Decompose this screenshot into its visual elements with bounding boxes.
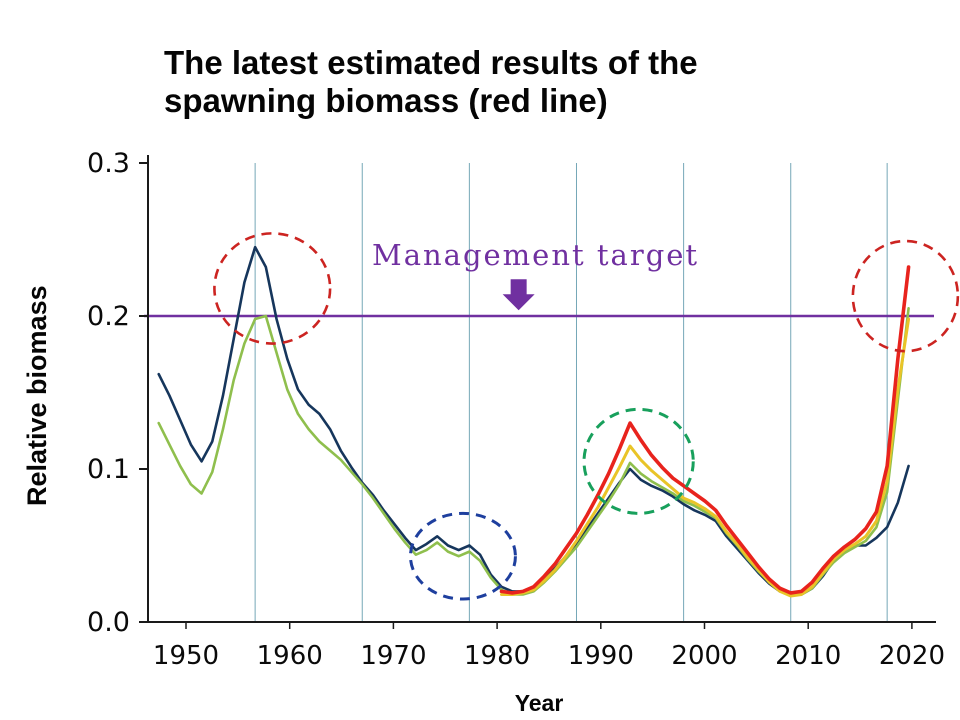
y-tick-label: 0.3 — [87, 148, 130, 179]
dashed-circle-2020-rise — [851, 239, 960, 353]
x-tick-label: 1970 — [360, 641, 426, 671]
x-tick-label: 2000 — [671, 641, 737, 671]
x-tick-label: 1960 — [257, 641, 323, 671]
x-tick-label: 1980 — [464, 641, 530, 671]
y-tick-label: 0.0 — [87, 607, 130, 638]
slide-title-line2: spawning biomass (red line) — [164, 81, 608, 119]
x-axis-label: Year — [514, 690, 564, 716]
x-tick-label: 1950 — [153, 641, 219, 671]
management-target-label: Management target — [372, 238, 700, 272]
series-line-red — [499, 265, 911, 595]
dashed-circle-late-1970s-low — [408, 511, 517, 601]
management-target-arrow-icon — [502, 279, 535, 311]
y-tick-label: 0.1 — [87, 454, 130, 485]
slide-title: The latest estimated results of the spaw… — [164, 44, 884, 119]
x-tick-label: 1990 — [568, 641, 634, 671]
series-line-dark-blue — [157, 245, 910, 596]
x-tick-label: 2010 — [775, 641, 841, 671]
slide-title-line1: The latest estimated results of the — [164, 44, 698, 81]
series-line-yellow — [500, 317, 911, 598]
dashed-circle-mid-1990s-peak — [582, 407, 695, 515]
y-axis-label: Relative biomass — [22, 285, 52, 506]
y-tick-label: 0.2 — [87, 301, 130, 332]
series-line-green — [157, 307, 910, 596]
dashed-circle-1959-peak — [213, 232, 332, 345]
x-tick-label: 2020 — [879, 641, 945, 671]
